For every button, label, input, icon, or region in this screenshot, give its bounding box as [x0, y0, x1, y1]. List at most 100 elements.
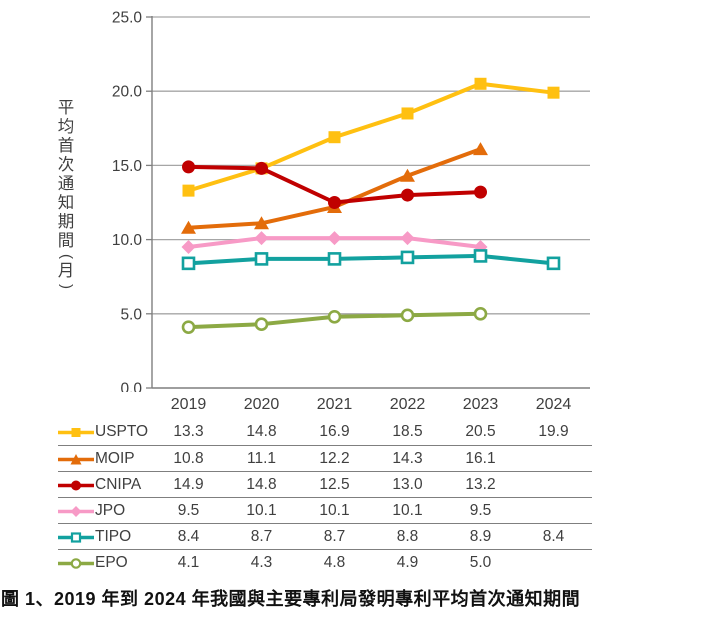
legend-key-cnipa: CNIPA: [58, 472, 141, 498]
year-header: 2021: [316, 396, 353, 413]
series-name: JPO: [95, 502, 126, 519]
value-cell: 12.2: [319, 450, 350, 467]
legend-marker-icon: [58, 557, 94, 569]
open-circle-marker-icon: [327, 309, 342, 324]
square-marker-icon: [182, 184, 195, 197]
y-tick-label: 20.0: [112, 84, 143, 101]
y-tick-label: 10.0: [112, 232, 143, 249]
value-cell: 10.8: [173, 450, 204, 467]
y-axis-title-char: 通: [57, 175, 75, 193]
legend-key-uspto: USPTO: [58, 419, 148, 445]
figure-caption: 圖 1、2019 年到 2024 年我國與主要專利局發明專利平均首次通知期間: [1, 589, 581, 609]
value-cell: 14.8: [246, 476, 277, 493]
value-cell: 5.0: [469, 554, 492, 571]
value-cell: 10.1: [246, 502, 277, 519]
value-cell: 8.7: [323, 528, 346, 545]
circle-marker-icon: [401, 188, 414, 202]
value-cell: 14.8: [246, 423, 277, 440]
table-row-jpo: JPO 9.5 10.1 10.1 10.1 9.5: [58, 497, 592, 523]
value-cell: 13.2: [465, 476, 496, 493]
open-square-marker-icon: [473, 249, 488, 263]
circle-marker-icon: [474, 185, 487, 199]
legend-key-moip: MOIP: [58, 446, 135, 472]
open-square-marker-icon: [327, 252, 342, 266]
circle-marker-icon: [255, 161, 268, 175]
legend-key-epo: EPO: [58, 550, 128, 576]
value-cell: 19.9: [538, 423, 569, 440]
value-cell: 14.9: [173, 476, 204, 493]
series-line-moip: [186, 147, 483, 230]
diamond-marker-icon: [327, 231, 342, 246]
value-cell: [517, 550, 590, 576]
value-cell: 11.1: [246, 450, 277, 467]
series-name: MOIP: [95, 450, 135, 467]
series-line-uspto: [186, 81, 556, 193]
year-header: 2022: [389, 396, 426, 413]
diamond-marker-icon: [400, 231, 415, 246]
open-circle-marker-icon: [473, 306, 488, 321]
triangle-marker-icon: [400, 168, 415, 182]
legend-marker-icon: [58, 427, 94, 437]
value-cell: 18.5: [392, 423, 423, 440]
y-tick-label: 15.0: [112, 158, 143, 175]
value-cell: 13.0: [392, 476, 423, 493]
value-cell: 4.9: [396, 554, 419, 571]
value-cell: 10.1: [392, 502, 423, 519]
y-axis-title: 平均首次通知期間 (月): [52, 99, 80, 292]
open-circle-marker-icon: [400, 308, 415, 323]
open-square-marker-icon: [181, 256, 196, 271]
year-header: 2020: [243, 396, 280, 413]
y-axis-title-char: 知: [57, 194, 75, 212]
legend-marker-icon: [58, 453, 94, 464]
open-circle-marker-icon: [181, 320, 196, 334]
year-header: 2023: [462, 396, 499, 413]
year-header: 2019: [170, 396, 207, 413]
table-row-moip: MOIP 10.8 11.1 12.2 14.3 16.1: [58, 445, 592, 471]
y-axis-title-char: (: [57, 254, 75, 259]
open-square-marker-icon: [400, 250, 415, 265]
value-cell: [517, 472, 590, 498]
y-axis-title-char: 月: [57, 262, 75, 280]
value-cell: 8.7: [250, 528, 273, 545]
y-tick-label: 0.0: [120, 381, 142, 393]
table-row-tipo: TIPO 8.4 8.7 8.7 8.8 8.9 8.4: [58, 523, 592, 549]
y-axis-title-char: 平: [57, 99, 75, 117]
value-cell: 4.8: [323, 554, 346, 571]
legend-marker-icon: [58, 505, 94, 517]
line-chart: 0.0 5.0 10.0 15.0 20.0 25.0: [112, 10, 590, 393]
y-axis-title-char: 次: [57, 156, 75, 174]
y-tick-label: 5.0: [120, 306, 142, 323]
value-cell: 16.9: [319, 423, 350, 440]
value-cell: 16.1: [465, 450, 496, 467]
value-cell: 10.1: [319, 502, 350, 519]
square-marker-icon: [401, 107, 414, 120]
triangle-marker-icon: [181, 220, 196, 234]
y-axis-title-char: ): [57, 284, 75, 289]
legend-marker-icon: [58, 480, 94, 490]
circle-marker-icon: [182, 160, 195, 174]
square-marker-icon: [547, 86, 560, 99]
value-cell: 9.5: [177, 502, 200, 519]
value-cell: 13.3: [173, 423, 204, 440]
open-square-marker-icon: [254, 252, 269, 266]
series-line-tipo: [186, 253, 556, 266]
series-name: TIPO: [95, 528, 132, 545]
y-axis-title-char: 間: [57, 232, 75, 250]
value-cell: 8.4: [177, 528, 200, 545]
series-name: USPTO: [95, 423, 149, 440]
circle-marker-icon: [328, 196, 341, 209]
y-axis-title-char: 均: [57, 118, 75, 136]
value-cell: 14.3: [392, 450, 423, 467]
square-marker-icon: [328, 131, 341, 144]
value-cell: [517, 498, 590, 524]
diamond-marker-icon: [181, 240, 196, 255]
series-name: EPO: [95, 554, 128, 571]
table-header-row: 2019 2020 2021 2022 2023 2024: [58, 392, 592, 418]
triangle-marker-icon: [473, 142, 488, 156]
value-cell: 4.3: [250, 554, 273, 571]
open-circle-marker-icon: [254, 317, 269, 331]
value-cell: 8.4: [542, 528, 565, 545]
value-cell: 4.1: [177, 554, 200, 571]
table-row-uspto: USPTO 13.3 14.8 16.9 18.5 20.5 19.9: [58, 419, 592, 445]
value-cell: 8.9: [469, 528, 492, 545]
